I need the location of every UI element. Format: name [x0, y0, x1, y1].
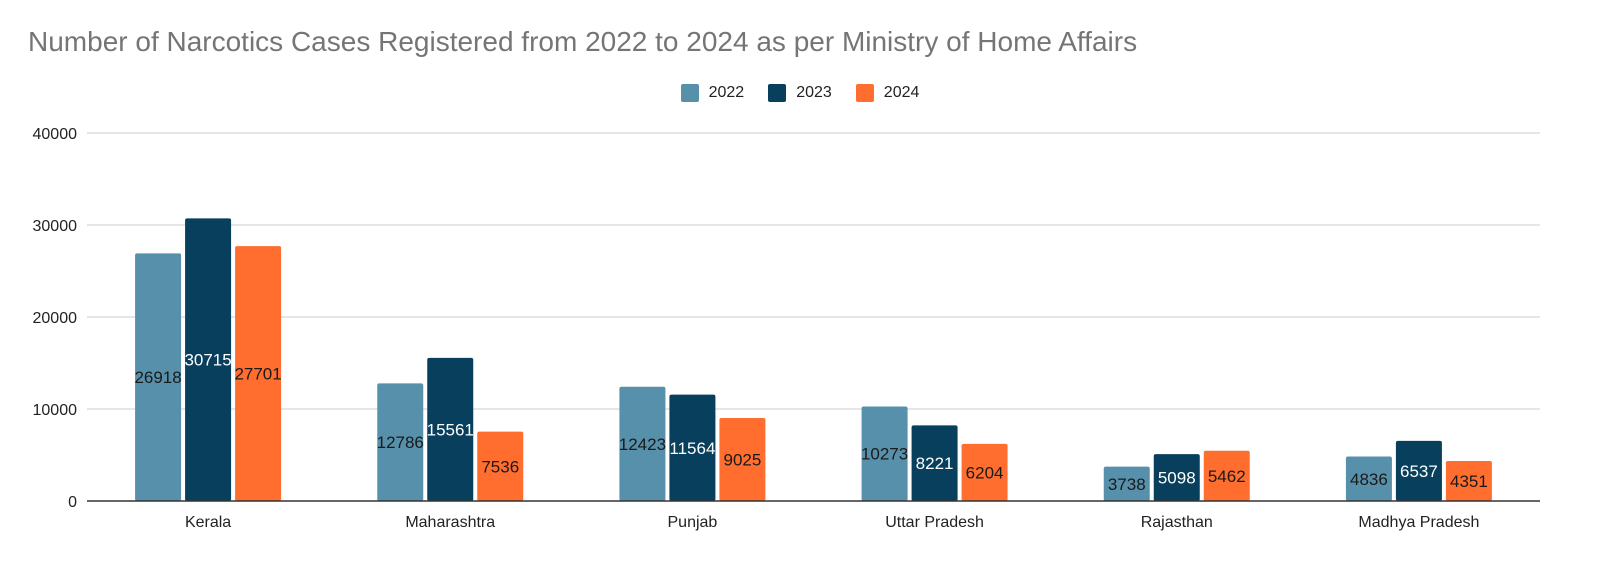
data-label: 9025 — [724, 450, 762, 469]
data-label: 12786 — [377, 433, 424, 452]
data-label: 15561 — [427, 420, 474, 439]
chart-title: Number of Narcotics Cases Registered fro… — [28, 26, 1138, 57]
bar[interactable] — [185, 218, 232, 501]
data-label: 5098 — [1158, 469, 1196, 488]
data-label: 30715 — [184, 351, 231, 370]
bar[interactable] — [135, 253, 182, 501]
bar[interactable] — [377, 383, 424, 501]
legend-swatch-2024 — [855, 84, 874, 102]
data-label: 27701 — [234, 365, 281, 384]
bar[interactable] — [911, 425, 958, 501]
bar[interactable] — [1203, 450, 1250, 501]
legend: 2022 2023 2024 — [0, 84, 1600, 102]
legend-item-2022[interactable]: 2022 — [680, 84, 745, 102]
bar[interactable] — [235, 246, 282, 501]
bar[interactable] — [961, 443, 1008, 501]
data-label: 8221 — [916, 454, 954, 473]
x-tick-label: Maharashtra — [405, 514, 495, 531]
legend-item-2024[interactable]: 2024 — [855, 84, 920, 102]
y-tick-label: 0 — [68, 494, 77, 511]
data-label: 7536 — [481, 457, 519, 476]
x-tick-label: Rajasthan — [1141, 514, 1213, 531]
data-label: 10273 — [861, 445, 908, 464]
data-label: 6204 — [966, 463, 1004, 482]
bar[interactable] — [1345, 456, 1392, 501]
x-tick-label: Punjab — [668, 514, 718, 531]
bar[interactable] — [427, 357, 474, 501]
bar[interactable] — [1153, 454, 1200, 501]
legend-swatch-2023 — [768, 84, 787, 102]
data-label: 11564 — [669, 439, 715, 458]
bar[interactable] — [619, 386, 666, 501]
data-label: 26918 — [134, 368, 181, 387]
y-tick-label: 20000 — [33, 310, 78, 327]
x-tick-label: Madhya Pradesh — [1358, 514, 1479, 531]
data-label: 12423 — [619, 435, 666, 454]
bar[interactable] — [477, 431, 524, 501]
data-label: 4836 — [1350, 470, 1388, 489]
data-label: 3738 — [1108, 475, 1146, 494]
y-tick-label: 10000 — [33, 402, 78, 419]
x-tick-label: Uttar Pradesh — [885, 514, 984, 531]
data-label: 4351 — [1450, 472, 1488, 491]
bar[interactable] — [861, 406, 908, 501]
data-label: 5462 — [1208, 467, 1246, 486]
bar[interactable] — [669, 394, 716, 501]
legend-item-2023[interactable]: 2023 — [768, 84, 832, 102]
legend-label-2024: 2024 — [883, 84, 920, 101]
legend-label-2022: 2022 — [708, 84, 745, 101]
bar[interactable] — [719, 417, 766, 501]
bar[interactable] — [1103, 466, 1150, 501]
y-tick-label: 40000 — [33, 126, 78, 143]
data-label: 6537 — [1400, 462, 1438, 481]
bar[interactable] — [1445, 460, 1492, 501]
bar[interactable] — [1395, 440, 1442, 501]
legend-swatch-2022 — [680, 84, 699, 102]
legend-label-2023: 2023 — [796, 84, 832, 101]
x-tick-label: Kerala — [185, 514, 231, 531]
y-tick-label: 30000 — [33, 218, 78, 235]
